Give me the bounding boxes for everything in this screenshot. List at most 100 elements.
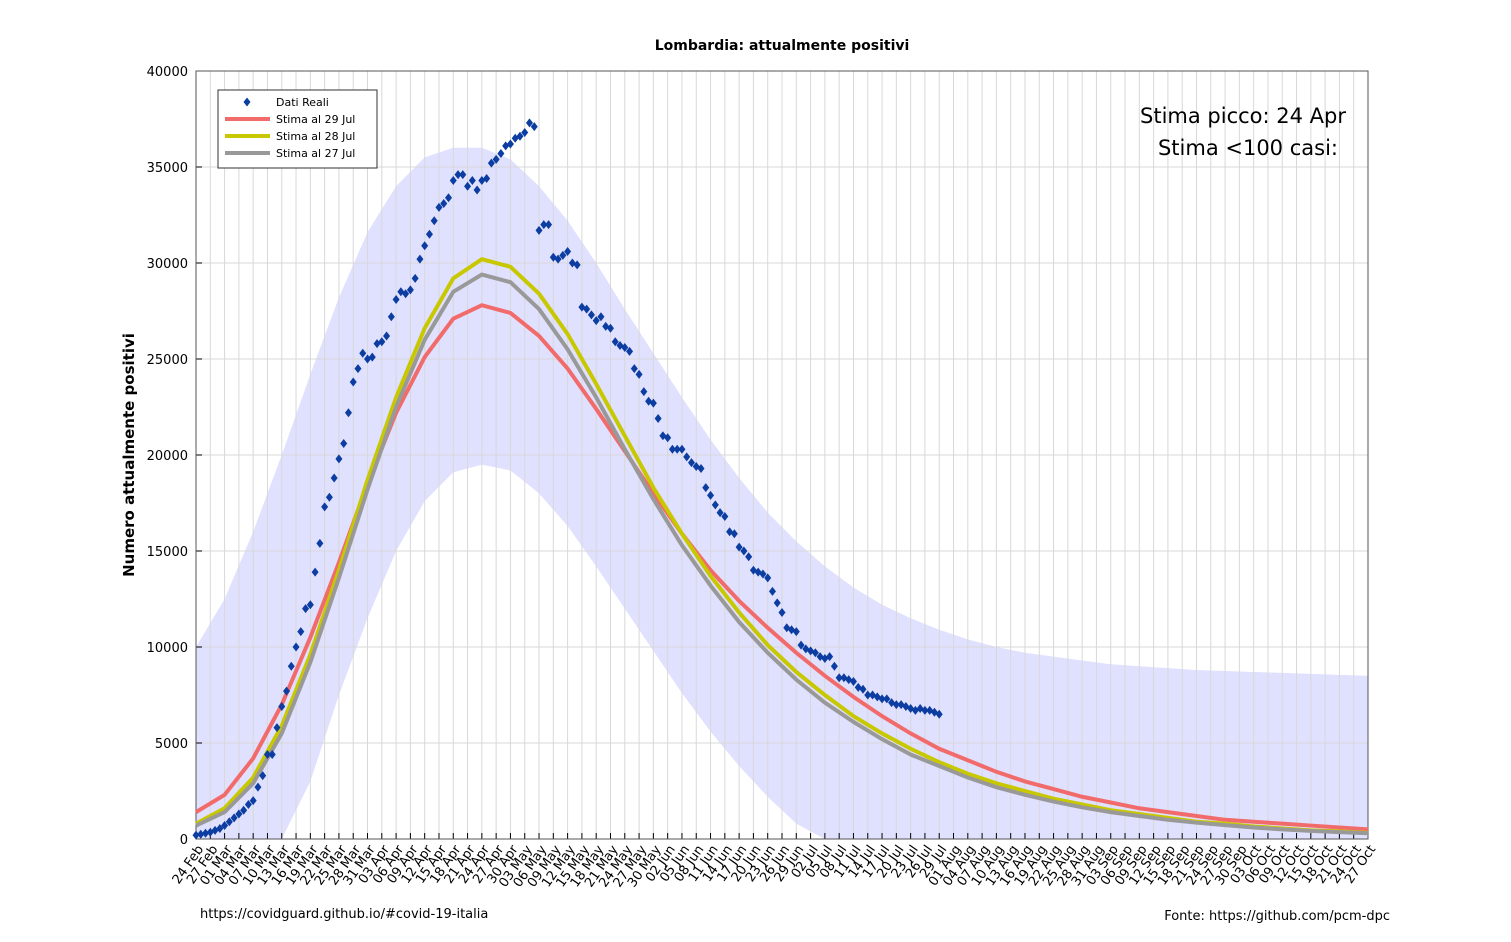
annotation: Stima <100 casi: (1158, 136, 1338, 160)
data-point (235, 809, 243, 819)
data-point (587, 310, 595, 320)
data-point (278, 702, 286, 712)
data-point (225, 817, 233, 827)
data-point (354, 364, 362, 374)
footer-left: https://covidguard.github.io/#covid-19-i… (200, 907, 488, 922)
data-point (344, 408, 352, 418)
data-point (630, 364, 638, 374)
data-point (849, 677, 857, 687)
data-point (859, 684, 867, 694)
data-point (440, 198, 448, 208)
data-point (340, 438, 348, 448)
data-point (406, 285, 414, 295)
data-point (259, 771, 267, 781)
data-point (673, 444, 681, 454)
data-point (292, 642, 300, 652)
data-point (383, 331, 391, 341)
data-point (764, 573, 772, 583)
data-point (668, 444, 676, 454)
y-axis-label: Numero attualmente positivi (120, 333, 138, 577)
data-point (525, 118, 533, 128)
y-tick-label: 15000 (147, 545, 188, 560)
data-point (583, 304, 591, 314)
data-point (826, 652, 834, 662)
legend-marker (243, 97, 251, 107)
data-point (459, 170, 467, 180)
data-point (516, 131, 524, 141)
y-tick-label: 40000 (147, 65, 188, 80)
data-point (921, 705, 929, 715)
data-point (464, 181, 472, 191)
data-point (740, 546, 748, 556)
data-point (387, 312, 395, 322)
data-point (349, 377, 357, 387)
estimate-line (195, 272, 1369, 836)
data-point (702, 483, 710, 493)
y-tick-label: 10000 (147, 641, 188, 656)
data-point (892, 700, 900, 710)
data-point (626, 346, 634, 356)
data-point (216, 823, 224, 833)
data-point (268, 750, 276, 760)
data-point (811, 648, 819, 658)
legend-label: Stima al 29 Jul (276, 113, 355, 126)
data-point (506, 139, 514, 149)
y-tick-label: 30000 (147, 257, 188, 272)
data-point (263, 750, 271, 760)
data-point (487, 158, 495, 168)
data-point (302, 604, 310, 614)
data-point (240, 805, 248, 815)
data-point (721, 511, 729, 521)
data-point (540, 220, 548, 230)
data-point (230, 813, 238, 823)
data-point (473, 185, 481, 195)
data-point (197, 829, 205, 839)
data-point (254, 782, 262, 792)
data-point (192, 830, 200, 840)
data-point (430, 216, 438, 226)
data-point (483, 174, 491, 184)
data-point (273, 723, 281, 733)
legend-label: Stima al 27 Jul (276, 147, 355, 160)
data-point (611, 337, 619, 347)
data-point (597, 312, 605, 322)
data-point (697, 463, 705, 473)
data-point (554, 254, 562, 264)
data-point (425, 229, 433, 239)
data-point (635, 369, 643, 379)
data-point (654, 414, 662, 424)
data-point (249, 796, 257, 806)
data-point (559, 250, 567, 260)
data-point (773, 598, 781, 608)
data-point (321, 502, 329, 512)
data-point (687, 458, 695, 468)
data-point (311, 567, 319, 577)
data-point (883, 694, 891, 704)
data-point (640, 387, 648, 397)
data-point (492, 154, 500, 164)
data-point (835, 673, 843, 683)
confidence-band (196, 147, 1368, 840)
data-point (468, 175, 476, 185)
data-point (316, 538, 324, 548)
legend-label: Dati Reali (276, 96, 329, 109)
data-point (711, 500, 719, 510)
y-tick-label: 20000 (147, 449, 188, 464)
y-tick-label: 0 (180, 833, 188, 848)
data-point (449, 175, 457, 185)
data-point (606, 323, 614, 333)
y-tick-label: 5000 (155, 737, 188, 752)
data-point (378, 337, 386, 347)
data-point (330, 473, 338, 483)
data-point (421, 241, 429, 251)
data-point (221, 821, 229, 831)
data-point (759, 569, 767, 579)
data-point (325, 492, 333, 502)
data-point (392, 294, 400, 304)
data-point (778, 607, 786, 617)
data-point (592, 316, 600, 326)
data-point (283, 686, 291, 696)
data-point (878, 694, 886, 704)
